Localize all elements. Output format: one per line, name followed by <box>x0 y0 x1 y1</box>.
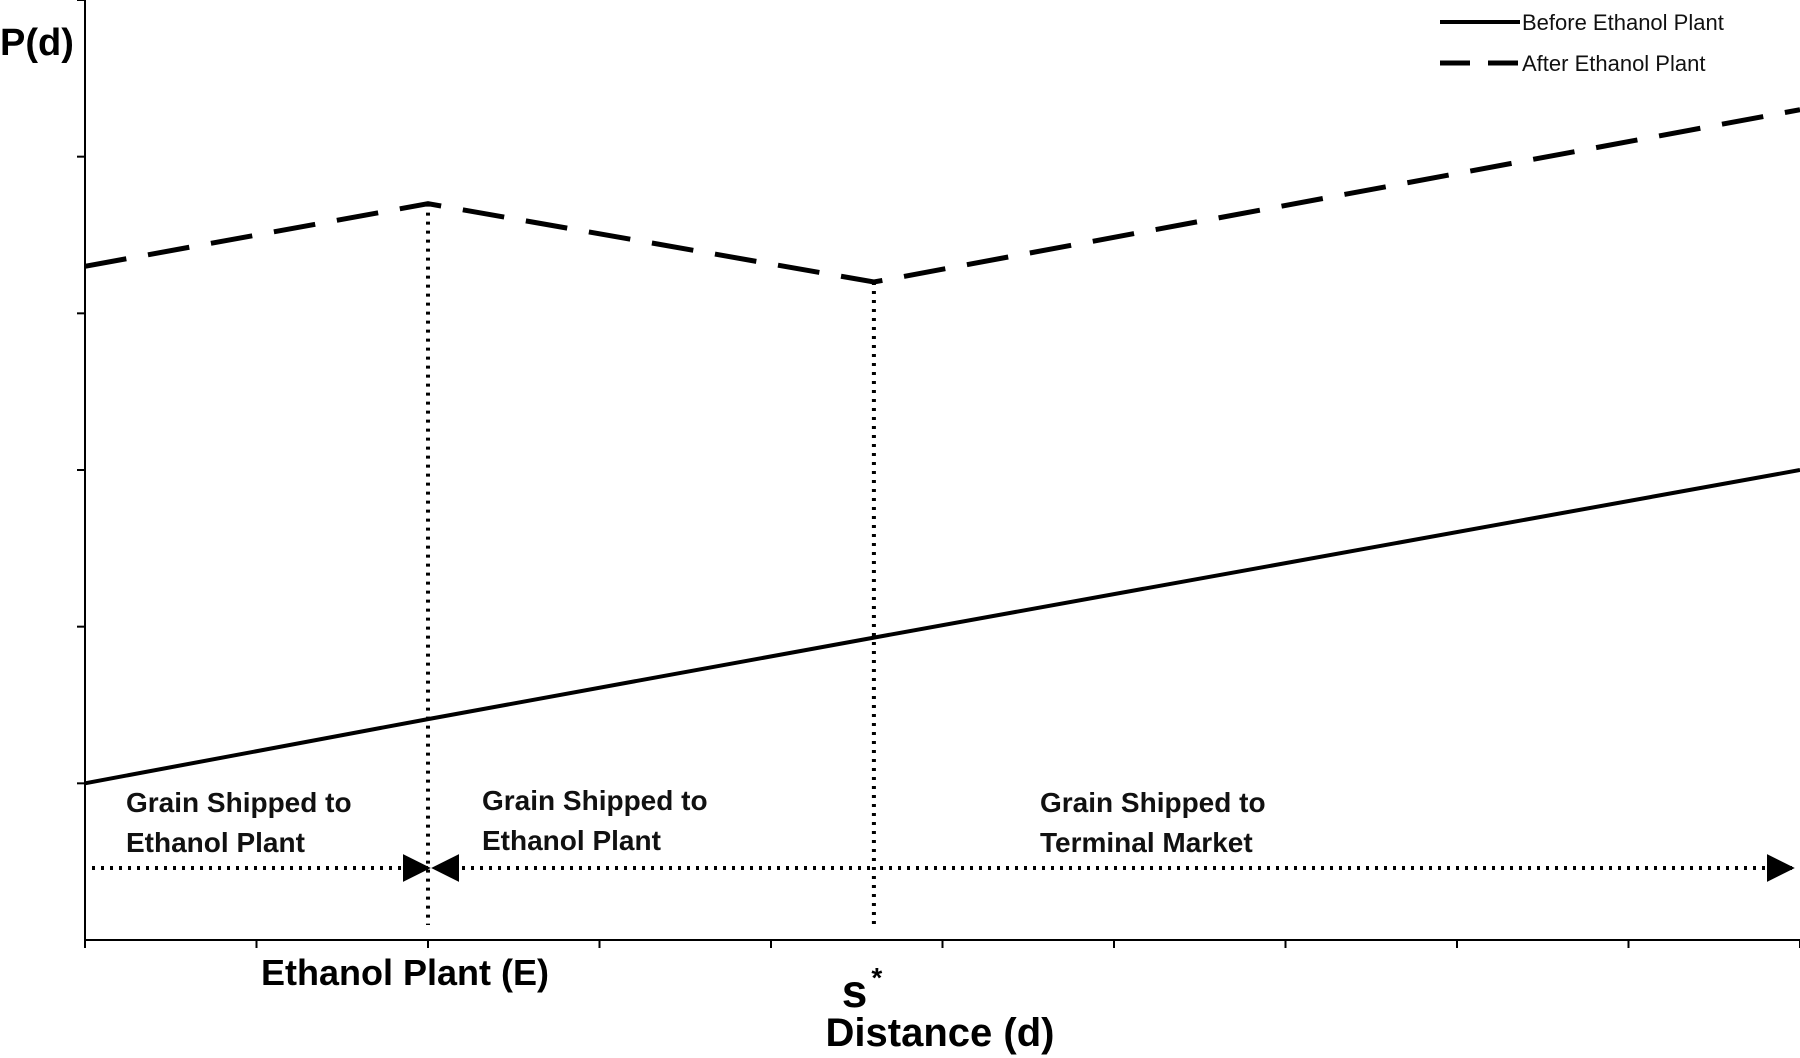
x-axis-label: Distance (d) <box>826 1011 1055 1055</box>
region-3-line-1: Grain Shipped to <box>1040 787 1266 818</box>
region-label-2: Grain Shipped to Ethanol Plant <box>482 785 708 856</box>
region-label-3: Grain Shipped to Terminal Market <box>1040 787 1266 858</box>
region-2-line-1: Grain Shipped to <box>482 785 708 816</box>
s-star-label: s * <box>842 962 883 1017</box>
y-axis-label: P(d) <box>0 22 74 64</box>
series-after-ethanol-plant <box>84 107 1800 285</box>
region-1-line-1: Grain Shipped to <box>126 787 352 818</box>
region-1-line-2: Ethanol Plant <box>126 827 305 858</box>
x-axis-ticks <box>84 940 1800 948</box>
region-3-line-2: Terminal Market <box>1040 827 1253 858</box>
region-2-line-2: Ethanol Plant <box>482 825 661 856</box>
series-before-ethanol-plant <box>84 468 1800 786</box>
legend-label-after: After Ethanol Plant <box>1522 51 1705 76</box>
region-label-1: Grain Shipped to Ethanol Plant <box>126 787 352 858</box>
legend: Before Ethanol Plant After Ethanol Plant <box>1440 10 1724 76</box>
s-letter: s <box>842 965 868 1017</box>
s-star-superscript: * <box>871 962 882 993</box>
y-axis-ticks <box>77 0 85 785</box>
axes <box>77 0 1800 948</box>
ethanol-plant-label: Ethanol Plant (E) <box>261 952 549 993</box>
legend-label-before: Before Ethanol Plant <box>1522 10 1724 35</box>
